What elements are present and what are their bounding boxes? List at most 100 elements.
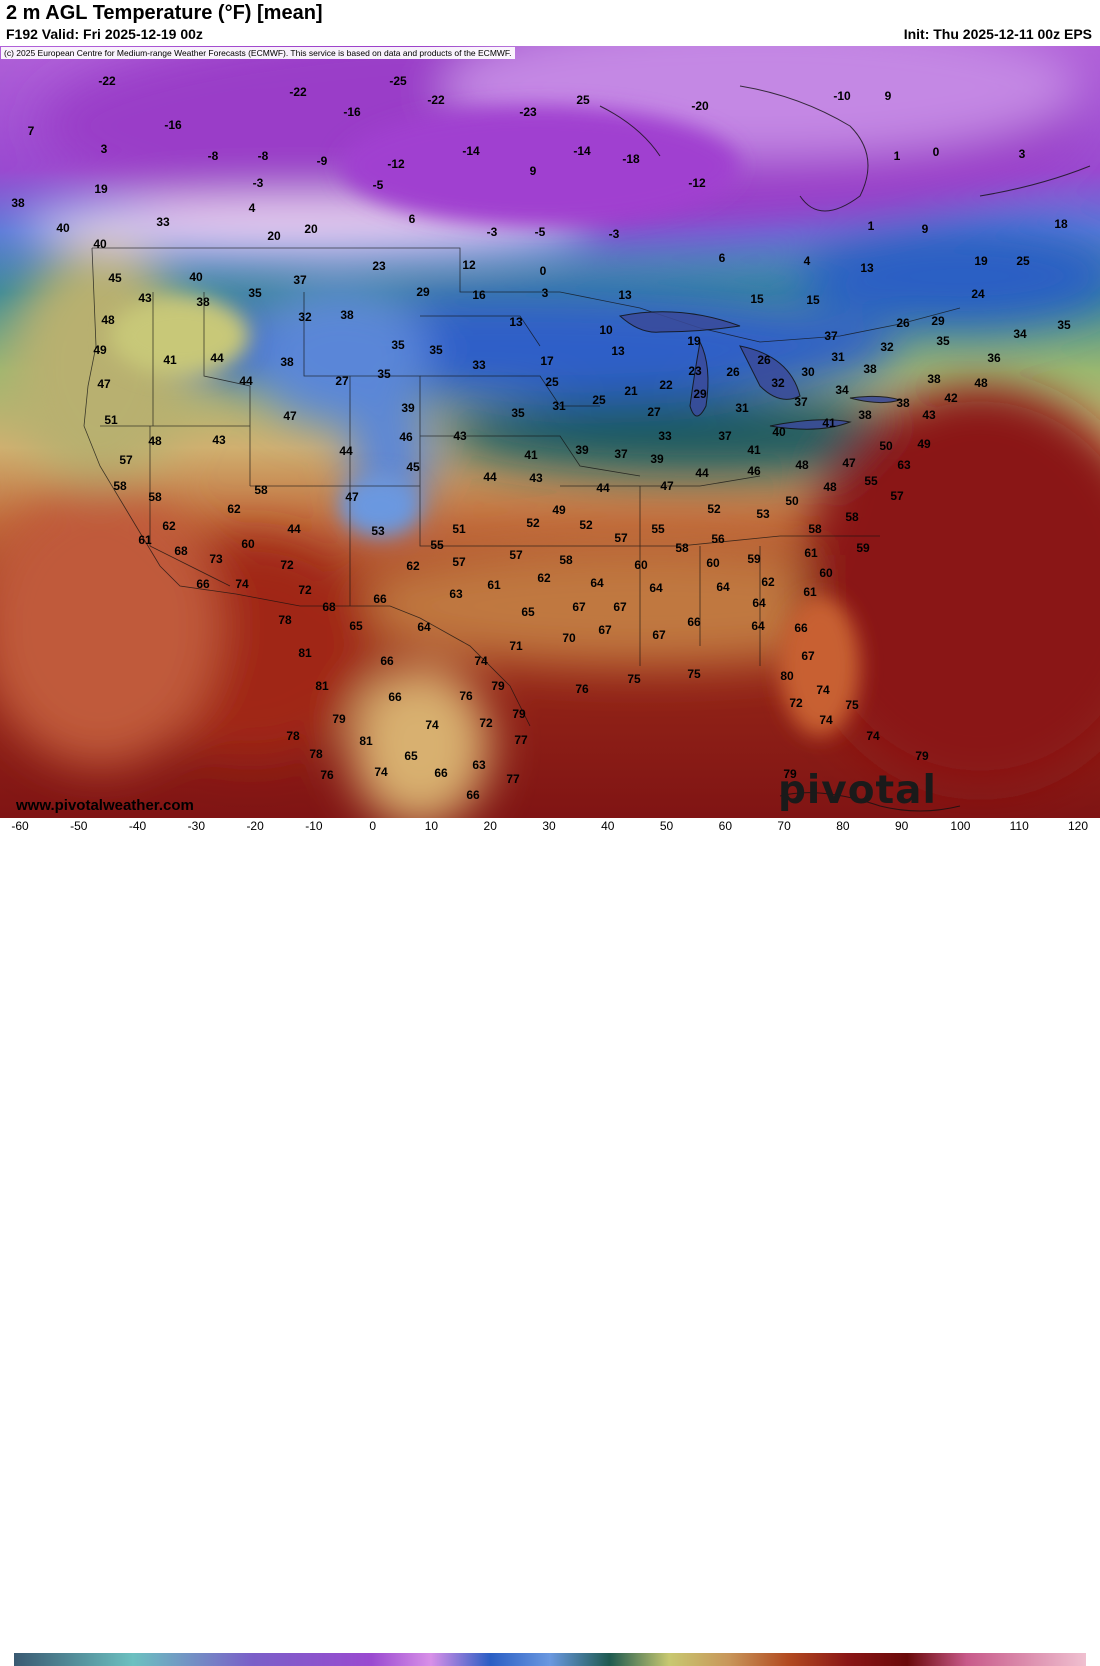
temperature-value: 62 — [162, 519, 176, 533]
temperature-value: 35 — [1057, 318, 1071, 332]
temperature-value: 64 — [751, 619, 765, 633]
temperature-value: 66 — [373, 592, 387, 606]
temperature-value: 75 — [845, 698, 859, 712]
temperature-value: 52 — [579, 518, 593, 532]
copyright-notice: (c) 2025 European Centre for Medium-rang… — [1, 47, 515, 59]
temperature-value: 67 — [652, 628, 666, 642]
temperature-value: 27 — [647, 405, 661, 419]
temperature-value: 62 — [227, 502, 241, 516]
temperature-value: 58 — [559, 553, 573, 567]
temperature-value: 40 — [772, 425, 786, 439]
temperature-value: 19 — [94, 182, 108, 196]
temperature-value: 18 — [1054, 217, 1068, 231]
temperature-value: 22 — [659, 378, 673, 392]
temperature-value: 55 — [864, 474, 878, 488]
temperature-value: 38 — [340, 308, 354, 322]
temperature-value: 47 — [345, 490, 359, 504]
legend-tick-label: 40 — [601, 819, 615, 833]
temperature-map[interactable] — [0, 46, 1100, 818]
temperature-value: 3 — [100, 142, 108, 156]
temperature-value: 64 — [649, 581, 663, 595]
temperature-value: 41 — [747, 443, 761, 457]
temperature-value: 12 — [462, 258, 476, 272]
temperature-value: 0 — [539, 264, 547, 278]
temperature-value: 26 — [757, 353, 771, 367]
temperature-value: 35 — [936, 334, 950, 348]
temperature-value: 63 — [449, 587, 463, 601]
temperature-value: 39 — [575, 443, 589, 457]
temperature-value: 51 — [452, 522, 466, 536]
temperature-value: 9 — [529, 164, 537, 178]
temperature-value: 63 — [897, 458, 911, 472]
temperature-value: 29 — [931, 314, 945, 328]
temperature-value: 38 — [863, 362, 877, 376]
temperature-value: 57 — [119, 453, 133, 467]
temperature-value: 59 — [747, 552, 761, 566]
temperature-value: 16 — [472, 288, 486, 302]
temperature-value: 62 — [406, 559, 420, 573]
temperature-value: 13 — [860, 261, 874, 275]
temperature-value: 49 — [93, 343, 107, 357]
map-title: 2 m AGL Temperature (°F) [mean] — [6, 2, 323, 24]
temperature-value: 45 — [406, 460, 420, 474]
temperature-value: 47 — [283, 409, 297, 423]
temperature-value: 40 — [56, 221, 70, 235]
temperature-value: 49 — [552, 503, 566, 517]
temperature-value: 43 — [922, 408, 936, 422]
temperature-value: 44 — [339, 444, 353, 458]
temperature-value: -8 — [257, 149, 269, 163]
legend-colorbar — [14, 1653, 1086, 1666]
temperature-value: 71 — [509, 639, 523, 653]
temperature-value: 32 — [771, 376, 785, 390]
temperature-value: 79 — [915, 749, 929, 763]
temperature-value: 39 — [650, 452, 664, 466]
temperature-value: -22 — [98, 74, 116, 88]
temperature-value: 56 — [711, 532, 725, 546]
legend-tick-label: 80 — [836, 819, 850, 833]
temperature-value: 44 — [695, 466, 709, 480]
temperature-value: 66 — [434, 766, 448, 780]
temperature-value: 40 — [189, 270, 203, 284]
temperature-value: 41 — [524, 448, 538, 462]
legend-tick-label: 20 — [483, 819, 497, 833]
temperature-value: 57 — [890, 489, 904, 503]
temperature-value: 23 — [372, 259, 386, 273]
temperature-value: 58 — [808, 522, 822, 536]
temperature-value: 74 — [374, 765, 388, 779]
temperature-value: 38 — [11, 196, 25, 210]
temperature-value: 4 — [248, 201, 256, 215]
website-link[interactable]: www.pivotalweather.com — [16, 797, 194, 814]
temperature-value: 41 — [163, 353, 177, 367]
temperature-value: 31 — [831, 350, 845, 364]
temperature-value: -25 — [389, 74, 407, 88]
temperature-value: 51 — [104, 413, 118, 427]
temperature-value: -10 — [833, 89, 851, 103]
temperature-value: 25 — [545, 375, 559, 389]
temperature-value: 35 — [248, 286, 262, 300]
temperature-value: 79 — [512, 707, 526, 721]
temperature-value: 36 — [987, 351, 1001, 365]
temperature-value: 74 — [235, 577, 249, 591]
colorbar-gradient — [14, 1653, 1086, 1666]
temperature-value: 79 — [491, 679, 505, 693]
temperature-value: 42 — [944, 391, 958, 405]
temperature-value: 72 — [298, 583, 312, 597]
legend-tick-label: 120 — [1067, 819, 1089, 833]
temperature-value: 74 — [819, 713, 833, 727]
temperature-value: 1 — [893, 149, 901, 163]
temperature-value: 38 — [196, 295, 210, 309]
temperature-value: 59 — [856, 541, 870, 555]
temperature-value: 77 — [506, 772, 520, 786]
temperature-value: 48 — [795, 458, 809, 472]
temperature-value: 58 — [845, 510, 859, 524]
temperature-value: 33 — [658, 429, 672, 443]
temperature-value: 13 — [618, 288, 632, 302]
temperature-value: 66 — [388, 690, 402, 704]
temperature-value: 53 — [756, 507, 770, 521]
temperature-value: 7 — [27, 124, 35, 138]
temperature-value: -20 — [691, 99, 709, 113]
legend-tick-label: 30 — [542, 819, 556, 833]
temperature-value: 68 — [322, 600, 336, 614]
temperature-value: 66 — [196, 577, 210, 591]
temperature-value: 60 — [819, 566, 833, 580]
